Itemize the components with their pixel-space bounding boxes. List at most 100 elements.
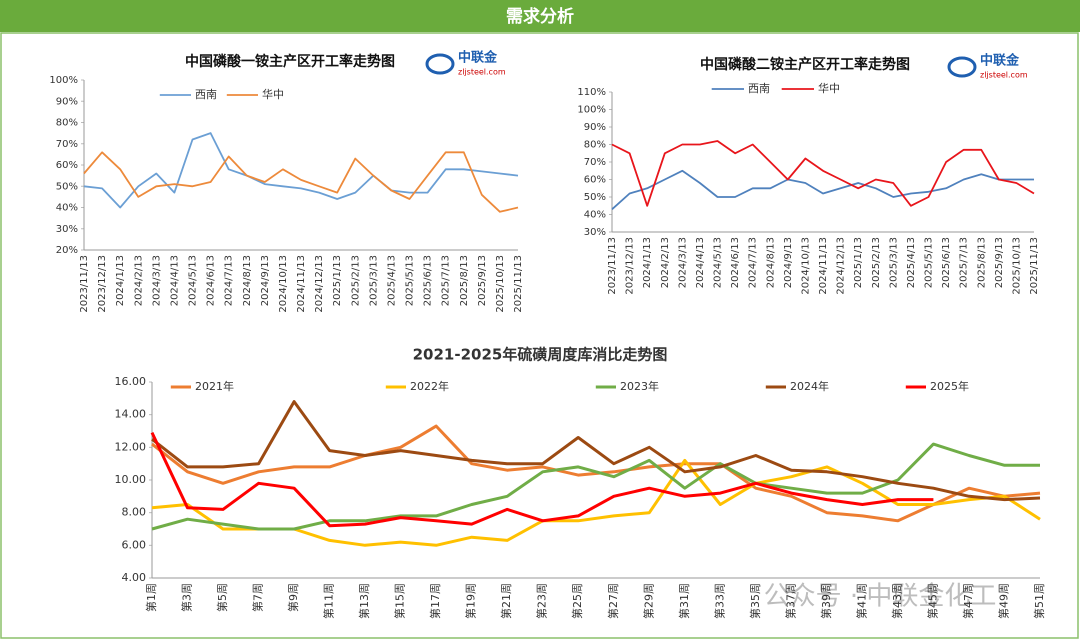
x-tick-label: 第19周 (464, 583, 478, 619)
x-tick-label: 2025/8/13 (976, 237, 987, 288)
y-tick-label: 12.00 (115, 440, 147, 453)
x-tick-label: 第41周 (854, 583, 868, 619)
x-tick-label: 2023/11/13 (607, 237, 618, 295)
legend-label: 2025年 (930, 379, 969, 393)
series-line (150, 431, 934, 528)
x-tick-label: 第25周 (570, 583, 584, 619)
x-tick-label: 第1周 (144, 583, 158, 612)
logo-name: 中联金 (980, 53, 1020, 69)
x-tick-label: 第13周 (357, 583, 371, 619)
y-tick-label: 110% (577, 87, 606, 98)
header-bar (0, 0, 1080, 32)
y-tick-label: 50% (584, 192, 606, 203)
x-tick-label: 2025/6/13 (941, 237, 952, 288)
logo: 中联金 zljsteel.com (425, 50, 506, 77)
y-tick-label: 70% (56, 139, 78, 150)
y-tick-label: 10.00 (115, 473, 147, 486)
y-tick-label: 8.00 (122, 506, 147, 519)
logo-url: zljsteel.com (458, 68, 506, 77)
chart-title: 2021-2025年硫磺周度库消比走势图 (413, 346, 668, 364)
x-tick-label: 2024/10/13 (278, 255, 289, 313)
x-tick-label: 2024/4/13 (695, 237, 706, 288)
x-tick-label: 2024/2/13 (660, 237, 671, 288)
x-tick-label: 第39周 (819, 583, 833, 619)
x-tick-label: 2025/1/13 (853, 237, 864, 288)
x-tick-label: 2024/1/13 (642, 237, 653, 288)
y-tick-label: 30% (584, 227, 606, 238)
legend-label: 华中 (262, 87, 284, 101)
x-tick-label: 第17周 (428, 583, 442, 619)
series-line (83, 132, 519, 209)
y-tick-label: 6.00 (122, 538, 147, 551)
y-tick-label: 40% (584, 210, 606, 221)
x-tick-label: 2024/6/13 (730, 237, 741, 288)
y-tick-label: 100% (577, 105, 606, 116)
y-tick-label: 90% (56, 96, 78, 107)
x-tick-label: 第43周 (890, 583, 904, 619)
y-tick-label: 40% (56, 203, 78, 214)
legend-label: 2023年 (620, 379, 659, 393)
x-tick-label: 2024/7/13 (748, 237, 759, 288)
x-tick-label: 第51周 (1032, 583, 1046, 619)
x-tick-label: 2024/10/13 (800, 237, 811, 295)
x-tick-label: 2024/2/13 (133, 255, 144, 306)
x-tick-label: 2024/12/13 (314, 255, 325, 313)
y-tick-label: 50% (56, 181, 78, 192)
x-tick-label: 2023/12/13 (625, 237, 636, 295)
x-tick-label: 2025/11/13 (513, 255, 524, 313)
legend-label: 2021年 (195, 379, 234, 393)
x-tick-label: 第15周 (393, 583, 407, 619)
x-tick-label: 2024/7/13 (224, 255, 235, 306)
x-tick-label: 2025/3/13 (888, 237, 899, 288)
x-tick-label: 2025/2/13 (871, 237, 882, 288)
chart-title: 中国磷酸一铵主产区开工率走势图 (185, 53, 395, 70)
x-tick-label: 2025/4/13 (906, 237, 917, 288)
x-tick-label: 2024/8/13 (765, 237, 776, 288)
x-tick-label: 第47周 (961, 583, 975, 619)
x-tick-label: 2025/6/13 (423, 255, 434, 306)
x-tick-label: 2024/5/13 (713, 237, 724, 288)
x-tick-label: 第11周 (322, 583, 336, 619)
logo-icon (425, 53, 455, 75)
x-tick-label: 2023/11/13 (79, 255, 90, 313)
x-tick-label: 2024/1/13 (115, 255, 126, 306)
y-tick-label: 14.00 (115, 408, 147, 421)
legend-label: 西南 (195, 88, 217, 101)
series-line (151, 400, 1041, 502)
chart-title: 中国磷酸二铵主产区开工率走势图 (700, 56, 910, 73)
legend-label: 西南 (748, 82, 770, 95)
logo-icon (947, 56, 977, 78)
x-tick-label: 2025/11/13 (1029, 237, 1040, 295)
header-title: 需求分析 (506, 6, 574, 27)
y-tick-label: 20% (56, 245, 78, 256)
x-tick-label: 2024/11/13 (818, 237, 829, 295)
x-tick-label: 2025/9/13 (477, 255, 488, 306)
series-line (611, 140, 1035, 207)
x-tick-label: 第21周 (499, 583, 513, 619)
x-tick-label: 2025/5/13 (924, 237, 935, 288)
x-tick-label: 2025/3/13 (368, 255, 379, 306)
x-tick-label: 2024/5/13 (188, 255, 199, 306)
y-tick-label: 100% (49, 75, 78, 86)
x-tick-label: 第9周 (286, 583, 300, 612)
series-line (611, 169, 1034, 210)
x-tick-label: 2023/12/13 (97, 255, 108, 313)
x-tick-label: 2025/8/13 (459, 255, 470, 306)
logo-url: zljsteel.com (980, 71, 1028, 80)
x-tick-label: 第31周 (677, 583, 691, 619)
x-tick-label: 第33周 (712, 583, 726, 619)
y-tick-label: 60% (56, 160, 78, 171)
x-tick-label: 2024/8/13 (242, 255, 253, 306)
x-tick-label: 2024/3/13 (151, 255, 162, 306)
legend-label: 2022年 (410, 379, 449, 393)
x-tick-label: 第45周 (925, 583, 939, 619)
y-tick-label: 30% (56, 224, 78, 235)
x-tick-label: 2024/12/13 (836, 237, 847, 295)
series-line (151, 424, 1041, 523)
frame (0, 32, 1079, 639)
x-tick-label: 2024/11/13 (296, 255, 307, 313)
x-tick-label: 第23周 (535, 583, 549, 619)
y-tick-label: 4.00 (122, 571, 147, 584)
x-tick-label: 第3周 (180, 583, 194, 612)
